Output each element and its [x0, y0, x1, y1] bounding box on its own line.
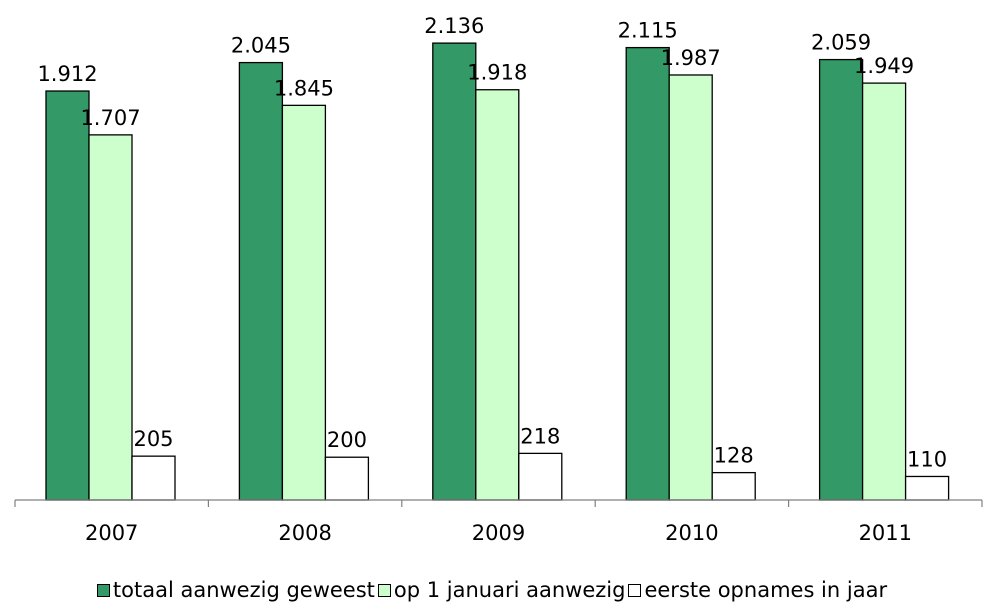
bar-2010-series-2 — [668, 74, 713, 501]
x-tick-label-2008: 2008 — [278, 521, 331, 545]
data-label-2008-series-3: 200 — [327, 428, 367, 452]
legend-swatch-op-1-januari — [377, 583, 391, 597]
bar-2009-series-2 — [475, 89, 520, 501]
legend: totaal aanwezig geweest op 1 januari aan… — [0, 578, 984, 602]
data-label-2007-series-3: 205 — [133, 427, 173, 451]
bar-2008-series-3 — [324, 456, 370, 501]
bar-2007-series-1 — [45, 90, 90, 501]
data-label-2009-series-1: 2.136 — [424, 14, 484, 38]
bar-2011-series-1 — [818, 58, 864, 501]
data-label-2008-series-1: 2.045 — [231, 34, 291, 58]
x-tick-label-2010: 2010 — [665, 521, 718, 545]
bar-2008-series-1 — [238, 61, 284, 501]
bar-2008-series-2 — [281, 104, 327, 501]
data-label-2010-series-2: 1.987 — [661, 46, 721, 70]
data-label-2011-series-1: 2.059 — [811, 31, 871, 55]
bar-2009-series-1 — [432, 42, 477, 501]
x-tick-label-2011: 2011 — [859, 521, 912, 545]
legend-swatch-eerste-opnames — [628, 583, 642, 597]
bar-2010-series-1 — [625, 46, 670, 501]
bar-2007-series-3 — [131, 455, 176, 501]
x-tick-label-2007: 2007 — [85, 521, 138, 545]
bar-2011-series-2 — [861, 82, 907, 501]
data-label-2009-series-2: 1.918 — [467, 61, 527, 85]
data-label-2008-series-2: 1.845 — [274, 76, 334, 100]
bar-2011-series-3 — [904, 475, 950, 501]
x-axis: 2007 2008 2009 2010 2011 — [14, 499, 983, 545]
legend-label-totaal: totaal aanwezig geweest — [112, 578, 375, 602]
legend-swatch-totaal — [96, 583, 110, 597]
data-label-2009-series-3: 218 — [520, 424, 560, 448]
legend-label-eerste-opnames: eerste opnames in jaar — [644, 578, 888, 602]
bar-2007-series-2 — [88, 134, 133, 501]
bar-2009-series-3 — [518, 452, 563, 501]
data-label-2010-series-3: 128 — [714, 444, 754, 468]
x-tick-label-2009: 2009 — [472, 521, 525, 545]
data-label-2007-series-2: 1.707 — [80, 106, 140, 130]
legend-item-op-1-januari: op 1 januari aanwezig — [377, 578, 626, 602]
data-label-2010-series-1: 2.115 — [618, 19, 678, 43]
data-label-2011-series-2: 1.949 — [854, 54, 914, 78]
legend-item-totaal: totaal aanwezig geweest — [96, 578, 375, 602]
bars-layer — [45, 42, 950, 501]
data-labels-layer: 1.912 1.707 205 2.045 1.845 200 2.136 1.918 218 2… — [37, 14, 947, 471]
legend-item-eerste-opnames: eerste opnames in jaar — [628, 578, 887, 602]
data-label-2011-series-3: 110 — [907, 447, 947, 471]
bar-2010-series-3 — [711, 471, 756, 501]
data-label-2007-series-1: 1.912 — [37, 62, 97, 86]
legend-label-op-1-januari: op 1 januari aanwezig — [393, 578, 626, 602]
